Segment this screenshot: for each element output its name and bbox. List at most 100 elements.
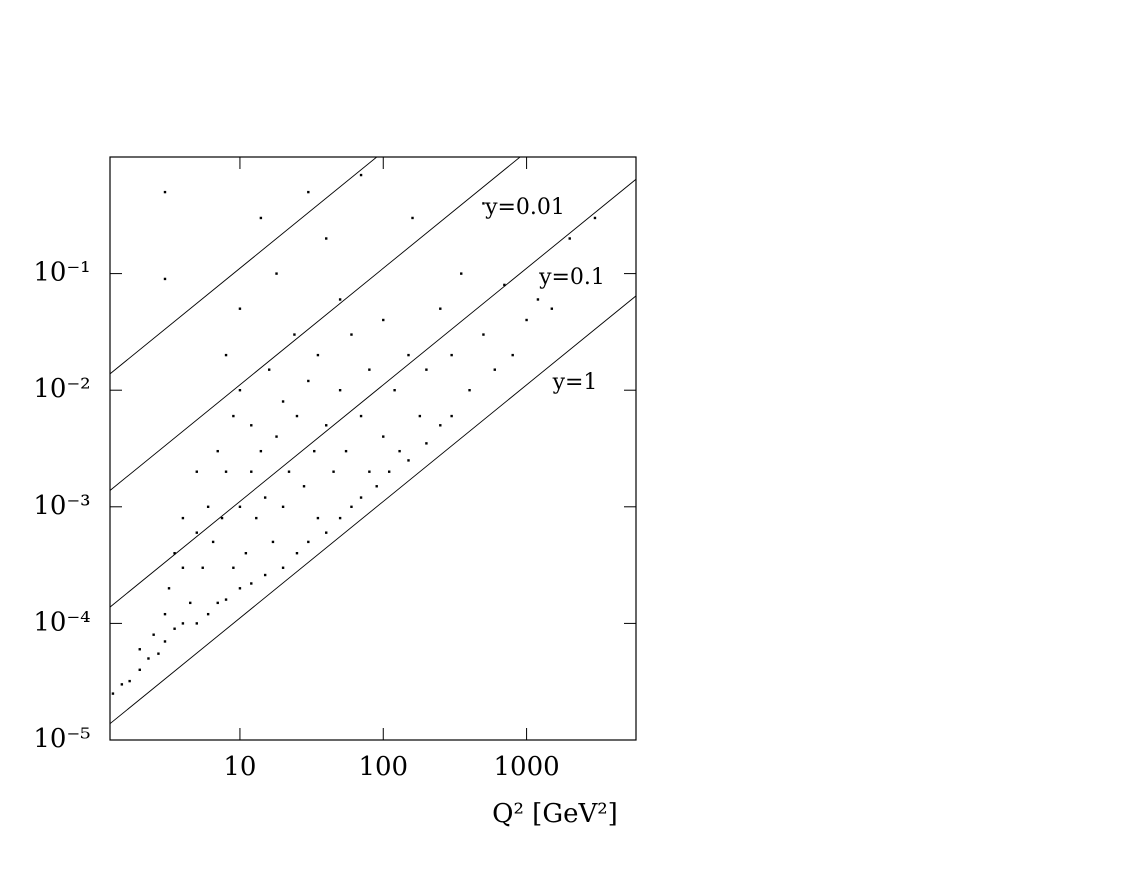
x-axis-label: Q² [GeV²]	[492, 799, 618, 829]
event-point	[307, 540, 310, 544]
event-point	[220, 516, 224, 520]
event-point	[393, 389, 396, 392]
event-point	[468, 389, 471, 392]
event-point	[138, 668, 141, 671]
event-point	[206, 505, 210, 508]
event-point	[259, 449, 263, 453]
event-point	[325, 237, 328, 240]
event-point	[350, 333, 353, 336]
event-point	[250, 424, 253, 427]
event-point	[163, 277, 167, 281]
event-point	[238, 587, 242, 590]
event-point	[275, 435, 278, 438]
event-point	[250, 582, 253, 585]
event-point	[163, 640, 167, 643]
event-point	[167, 587, 171, 590]
event-point	[281, 400, 285, 403]
event-point	[425, 368, 428, 371]
event-point	[439, 424, 442, 427]
y-tick-label: 10⁻¹	[33, 258, 90, 288]
event-point	[307, 190, 310, 194]
event-point	[201, 566, 204, 569]
event-point	[407, 353, 410, 357]
event-point	[275, 272, 278, 275]
event-point	[359, 496, 363, 499]
event-point	[267, 368, 271, 371]
event-point	[195, 470, 198, 473]
event-point	[216, 449, 219, 453]
event-point	[295, 414, 299, 418]
event-point	[375, 485, 378, 488]
event-point	[338, 298, 342, 301]
event-point	[338, 389, 342, 392]
y-tick-label: 10⁻²	[33, 374, 90, 404]
y-tick-label: 10⁻⁵	[33, 724, 90, 754]
event-point	[344, 449, 348, 453]
event-point	[425, 442, 428, 445]
event-point	[224, 598, 228, 601]
y-line	[110, 157, 378, 375]
plot-frame	[109, 156, 637, 741]
event-point	[398, 449, 401, 453]
event-point	[181, 516, 185, 520]
event-point	[238, 389, 242, 392]
event-point	[407, 459, 410, 462]
event-point	[255, 516, 258, 520]
event-point	[550, 307, 554, 310]
event-point	[382, 435, 385, 438]
event-point	[368, 470, 371, 473]
event-point	[111, 692, 115, 695]
event-point	[281, 505, 285, 508]
event-point	[173, 627, 176, 630]
event-point	[482, 333, 485, 336]
event-point	[216, 601, 219, 605]
event-point	[224, 353, 228, 357]
event-point	[439, 307, 442, 310]
event-point	[387, 470, 391, 473]
x-tick-label: 100	[358, 752, 408, 782]
event-point	[224, 470, 228, 473]
event-point	[450, 353, 453, 357]
event-point	[173, 551, 176, 555]
event-point	[359, 414, 363, 418]
x-tick-label: 10	[223, 752, 256, 782]
event-point	[302, 485, 306, 488]
event-point	[206, 612, 210, 616]
event-point	[128, 679, 131, 683]
event-point	[511, 353, 514, 357]
event-point	[359, 173, 363, 177]
line-label: y=1	[552, 370, 598, 395]
event-point	[181, 566, 185, 569]
event-point	[195, 531, 198, 534]
event-point	[450, 414, 453, 418]
event-point	[593, 216, 597, 220]
x-tick-label: 1000	[493, 752, 559, 782]
event-point	[482, 202, 485, 205]
y-line	[110, 157, 521, 491]
event-point	[382, 318, 385, 322]
event-point	[287, 470, 291, 473]
event-point	[368, 368, 371, 371]
event-point	[232, 566, 235, 569]
event-point	[460, 272, 463, 275]
event-point	[157, 652, 160, 655]
event-point	[238, 307, 242, 310]
event-point	[163, 190, 167, 194]
event-point	[525, 318, 528, 322]
event-point	[418, 414, 422, 418]
event-point	[232, 414, 235, 418]
event-point	[325, 424, 328, 427]
event-point	[295, 551, 299, 555]
event-point	[189, 601, 192, 605]
event-point	[325, 531, 328, 534]
event-point	[181, 622, 185, 625]
event-point	[259, 216, 263, 220]
event-point	[152, 633, 155, 636]
event-point	[313, 449, 316, 453]
event-point	[120, 683, 124, 686]
event-point	[293, 333, 296, 336]
y-line	[110, 295, 636, 725]
event-point	[332, 470, 335, 473]
event-point	[350, 505, 353, 508]
